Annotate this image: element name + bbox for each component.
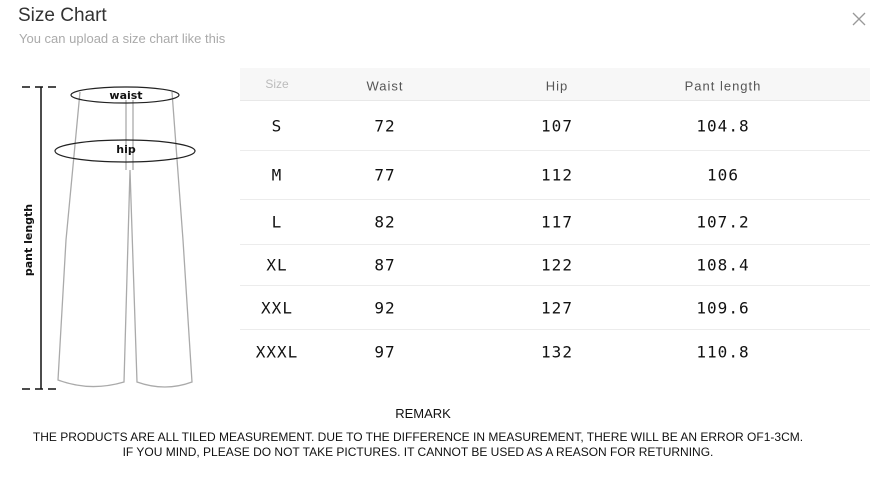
cell: 82 — [374, 212, 396, 232]
cell: 108.4 — [696, 255, 750, 275]
cell: 132 — [541, 342, 573, 362]
cell: 117 — [541, 212, 573, 232]
cell: 112 — [541, 165, 573, 185]
table-row: XL 87 122 108.4 — [240, 245, 870, 286]
remark-title: REMARK — [395, 406, 451, 421]
cell: 77 — [374, 165, 396, 185]
cell: 106 — [707, 165, 739, 185]
hip-label: hip — [116, 143, 136, 156]
column-header: Hip — [545, 78, 569, 94]
cell: 92 — [374, 298, 396, 317]
cell: 87 — [374, 255, 396, 275]
pants-size-illustration: waist hip pant length — [22, 86, 196, 390]
page-subtitle: You can upload a size chart like this — [19, 31, 226, 46]
waist-label: waist — [109, 89, 142, 102]
cell: 110.8 — [696, 342, 750, 362]
column-header: Waist — [366, 78, 404, 94]
column-header: Size — [265, 77, 289, 91]
size-table: Size Waist Hip Pant length S 72 107 104.8 M… — [240, 68, 870, 374]
cell: 109.6 — [696, 298, 750, 317]
cell: XXL — [261, 298, 293, 317]
table-row: XXXL 97 132 110.8 — [240, 330, 870, 374]
column-header: Pant length — [684, 78, 762, 94]
cell: 127 — [541, 298, 573, 317]
cell: M — [271, 165, 283, 185]
table-row: M 77 112 106 — [240, 151, 870, 200]
cell: 107 — [541, 116, 573, 135]
table-header: Size Waist Hip Pant length — [240, 68, 870, 101]
cell: 72 — [374, 116, 396, 135]
cell: L — [271, 212, 283, 232]
page-title: Size Chart — [18, 5, 107, 26]
cell: 97 — [374, 342, 396, 362]
cell: 107.2 — [696, 212, 750, 232]
pant-length-label: pant length — [22, 204, 35, 276]
table-row: S 72 107 104.8 — [240, 101, 870, 151]
table-row: XXL 92 127 109.6 — [240, 286, 870, 330]
cell: XL — [266, 255, 288, 275]
cell: 104.8 — [696, 116, 750, 135]
remark-line-2: IF YOU MIND, PLEASE DO NOT TAKE PICTURES… — [122, 445, 714, 459]
cell: S — [271, 116, 283, 135]
remark-line-1: THE PRODUCTS ARE ALL TILED MEASUREMENT. … — [32, 430, 804, 444]
table-row: L 82 117 107.2 — [240, 200, 870, 245]
cell: 122 — [541, 255, 573, 275]
cell: XXXL — [255, 342, 299, 362]
close-icon[interactable] — [850, 10, 868, 28]
